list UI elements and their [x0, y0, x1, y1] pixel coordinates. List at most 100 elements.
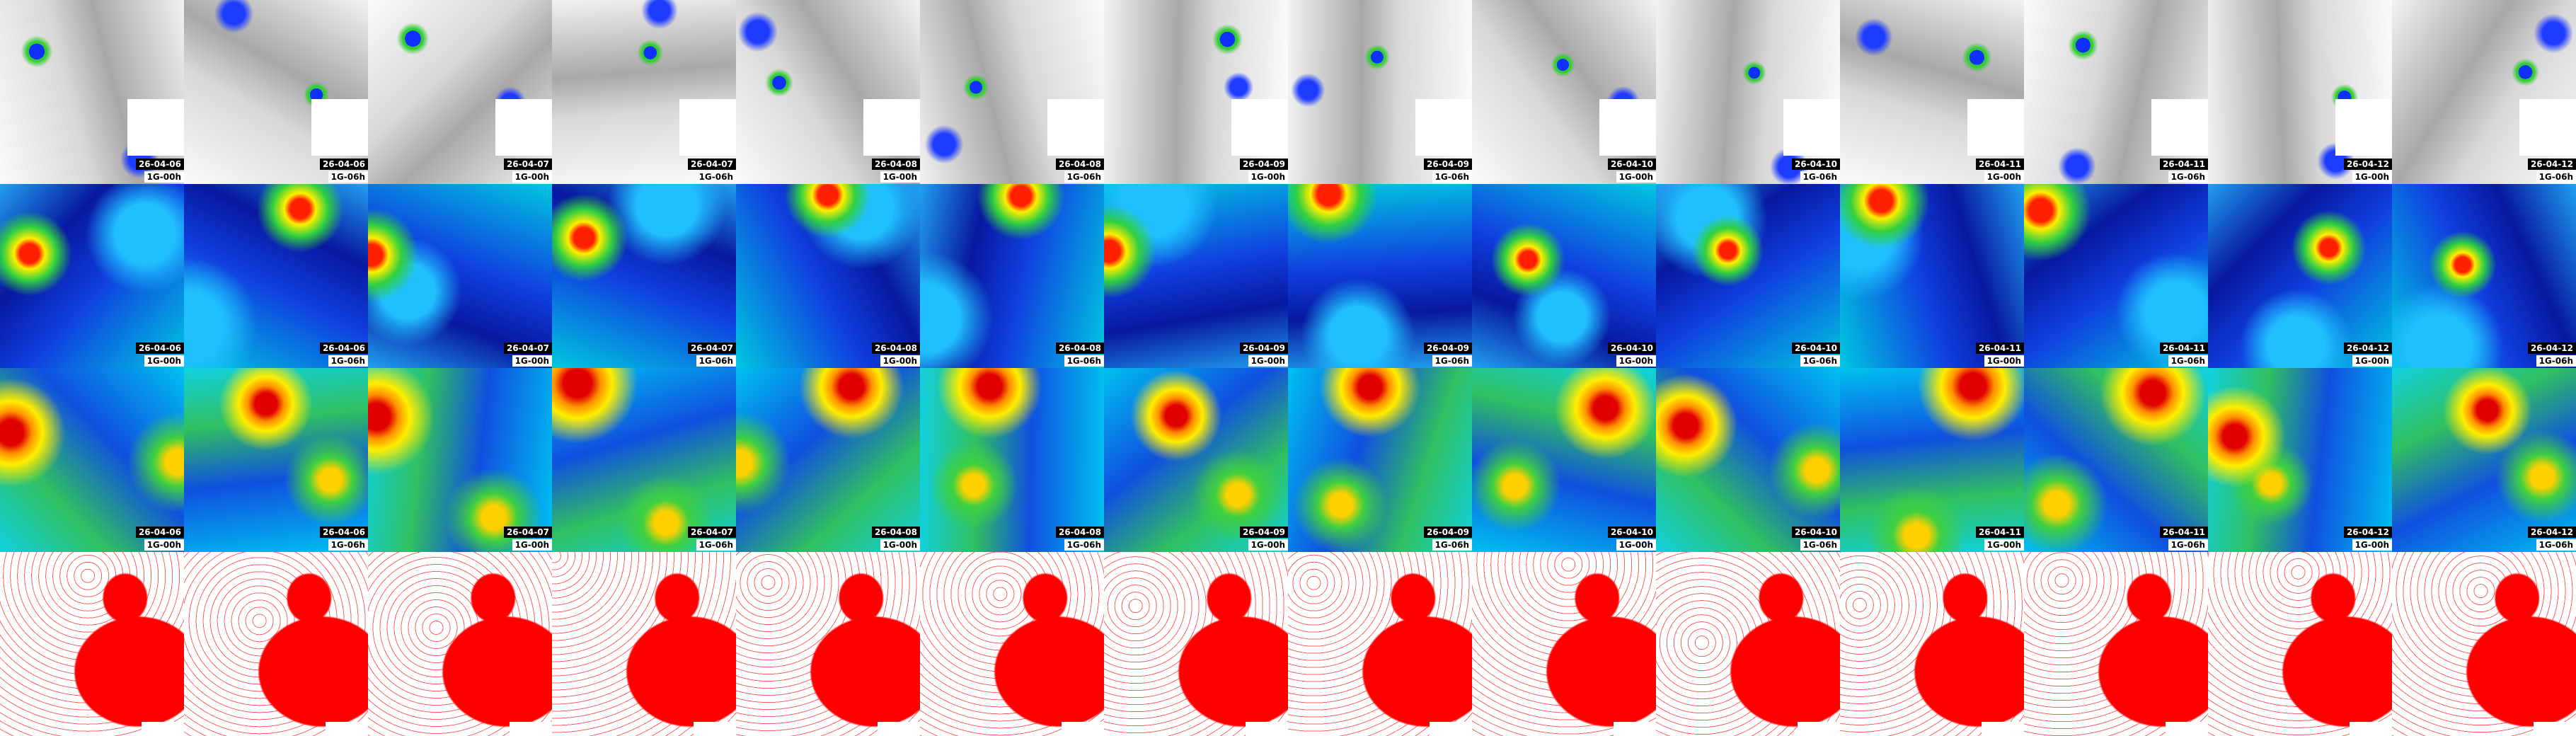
time-label: 1G-06h	[1432, 355, 1472, 367]
time-label: 1G-06h	[2536, 171, 2576, 183]
date-label: 26-04-10	[1607, 527, 1656, 538]
map-thumbnail[interactable]	[2024, 552, 2208, 736]
map-thumbnail[interactable]: 26-04-10 1G-06h	[1656, 368, 1840, 552]
map-thumbnail[interactable]: 26-04-11 1G-06h	[2024, 0, 2208, 184]
date-label: 26-04-10	[1607, 159, 1656, 170]
map-thumbnail[interactable]: 26-04-11 1G-00h	[1840, 368, 2024, 552]
map-thumbnail[interactable]	[1840, 552, 2024, 736]
time-label: 1G-06h	[328, 355, 368, 367]
legend-box	[2534, 722, 2576, 736]
map-thumbnail[interactable]	[368, 552, 552, 736]
time-label: 1G-00h	[1616, 355, 1656, 367]
map-thumbnail[interactable]: 26-04-10 1G-00h	[1472, 0, 1656, 184]
map-thumbnail[interactable]: 26-04-09 1G-00h	[1104, 184, 1288, 368]
map-thumbnail[interactable]: 26-04-08 1G-06h	[920, 368, 1104, 552]
map-thumbnail[interactable]: 26-04-06 1G-00h	[0, 0, 184, 184]
map-thumbnail[interactable]: 26-04-06 1G-06h	[184, 368, 368, 552]
legend-box	[326, 722, 368, 736]
map-thumbnail[interactable]: 26-04-11 1G-06h	[2024, 368, 2208, 552]
time-label: 1G-06h	[696, 171, 736, 183]
map-thumbnail[interactable]: 26-04-06 1G-00h	[0, 184, 184, 368]
time-label: 1G-06h	[696, 539, 736, 551]
map-thumbnail[interactable]: 26-04-08 1G-00h	[736, 0, 920, 184]
map-thumbnail[interactable]	[1104, 552, 1288, 736]
map-thumbnail[interactable]: 26-04-06 1G-00h	[0, 368, 184, 552]
map-thumbnail[interactable]: 26-04-08 1G-06h	[920, 0, 1104, 184]
map-thumbnail[interactable]: 26-04-12 1G-00h	[2208, 368, 2392, 552]
time-label: 1G-06h	[1064, 539, 1104, 551]
date-label: 26-04-11	[2159, 159, 2208, 170]
date-label: 26-04-07	[687, 527, 736, 538]
land-mask	[1415, 99, 1472, 156]
land-mask	[1231, 99, 1288, 156]
map-thumbnail[interactable]: 26-04-06 1G-06h	[184, 184, 368, 368]
map-thumbnail[interactable]	[184, 552, 368, 736]
map-thumbnail[interactable]: 26-04-10 1G-00h	[1472, 368, 1656, 552]
map-thumbnail[interactable]	[2392, 552, 2576, 736]
date-label: 26-04-06	[135, 343, 184, 354]
map-thumbnail[interactable]: 26-04-07 1G-00h	[368, 0, 552, 184]
land-mask	[863, 99, 920, 156]
map-thumbnail[interactable]: 26-04-12 1G-00h	[2208, 184, 2392, 368]
map-thumbnail[interactable]: 26-04-09 1G-06h	[1288, 0, 1472, 184]
time-label: 1G-06h	[1432, 539, 1472, 551]
map-thumbnail[interactable]	[1656, 552, 1840, 736]
map-thumbnail[interactable]: 26-04-12 1G-06h	[2392, 184, 2576, 368]
time-label: 1G-06h	[1064, 171, 1104, 183]
time-label: 1G-06h	[2536, 539, 2576, 551]
map-thumbnail[interactable]: 26-04-07 1G-00h	[368, 184, 552, 368]
map-thumbnail[interactable]	[1472, 552, 1656, 736]
map-thumbnail[interactable]	[1288, 552, 1472, 736]
map-thumbnail[interactable]: 26-04-12 1G-06h	[2392, 0, 2576, 184]
map-thumbnail[interactable]: 26-04-07 1G-06h	[552, 368, 736, 552]
map-thumbnail[interactable]: 26-04-12 1G-06h	[2392, 368, 2576, 552]
map-thumbnail[interactable]	[2208, 552, 2392, 736]
map-thumbnail[interactable]: 26-04-10 1G-06h	[1656, 0, 1840, 184]
map-thumbnail[interactable]: 26-04-09 1G-06h	[1288, 184, 1472, 368]
legend-box	[510, 722, 552, 736]
date-label: 26-04-08	[1055, 159, 1104, 170]
map-thumbnail[interactable]	[736, 552, 920, 736]
map-thumbnail[interactable]: 26-04-09 1G-00h	[1104, 0, 1288, 184]
time-label: 1G-00h	[880, 539, 920, 551]
date-label: 26-04-12	[2527, 527, 2576, 538]
map-thumbnail[interactable]: 26-04-11 1G-00h	[1840, 184, 2024, 368]
date-label: 26-04-06	[135, 159, 184, 170]
time-label: 1G-00h	[880, 171, 920, 183]
time-label: 1G-00h	[1248, 171, 1288, 183]
map-thumbnail[interactable]	[920, 552, 1104, 736]
map-thumbnail[interactable]: 26-04-11 1G-00h	[1840, 0, 2024, 184]
map-thumbnail[interactable]: 26-04-07 1G-06h	[552, 184, 736, 368]
time-label: 1G-00h	[144, 355, 184, 367]
date-label: 26-04-07	[687, 159, 736, 170]
time-label: 1G-00h	[1248, 355, 1288, 367]
map-thumbnail[interactable]: 26-04-08 1G-00h	[736, 184, 920, 368]
map-thumbnail[interactable]: 26-04-09 1G-00h	[1104, 368, 1288, 552]
map-thumbnail[interactable]: 26-04-10 1G-06h	[1656, 184, 1840, 368]
map-thumbnail[interactable]: 26-04-07 1G-00h	[368, 368, 552, 552]
map-thumbnail[interactable]: 26-04-11 1G-06h	[2024, 184, 2208, 368]
land-mask	[1047, 99, 1104, 156]
land-mask	[1599, 99, 1656, 156]
time-label: 1G-00h	[512, 355, 552, 367]
date-label: 26-04-10	[1791, 159, 1840, 170]
time-label: 1G-06h	[1800, 355, 1840, 367]
date-label: 26-04-07	[503, 159, 552, 170]
map-thumbnail[interactable]: 26-04-08 1G-00h	[736, 368, 920, 552]
map-thumbnail[interactable]: 26-04-12 1G-00h	[2208, 0, 2392, 184]
time-label: 1G-06h	[2168, 539, 2208, 551]
date-label: 26-04-08	[1055, 527, 1104, 538]
date-label: 26-04-06	[319, 159, 368, 170]
map-thumbnail[interactable]: 26-04-06 1G-06h	[184, 0, 368, 184]
land-mask	[2151, 99, 2208, 156]
map-thumbnail[interactable]: 26-04-07 1G-06h	[552, 0, 736, 184]
date-label: 26-04-12	[2343, 527, 2392, 538]
map-thumbnail[interactable]	[552, 552, 736, 736]
time-label: 1G-00h	[2352, 355, 2392, 367]
map-thumbnail[interactable]	[0, 552, 184, 736]
time-label: 1G-06h	[1064, 355, 1104, 367]
legend-box	[1982, 722, 2024, 736]
map-thumbnail[interactable]: 26-04-10 1G-00h	[1472, 184, 1656, 368]
map-thumbnail[interactable]: 26-04-09 1G-06h	[1288, 368, 1472, 552]
map-thumbnail[interactable]: 26-04-08 1G-06h	[920, 184, 1104, 368]
